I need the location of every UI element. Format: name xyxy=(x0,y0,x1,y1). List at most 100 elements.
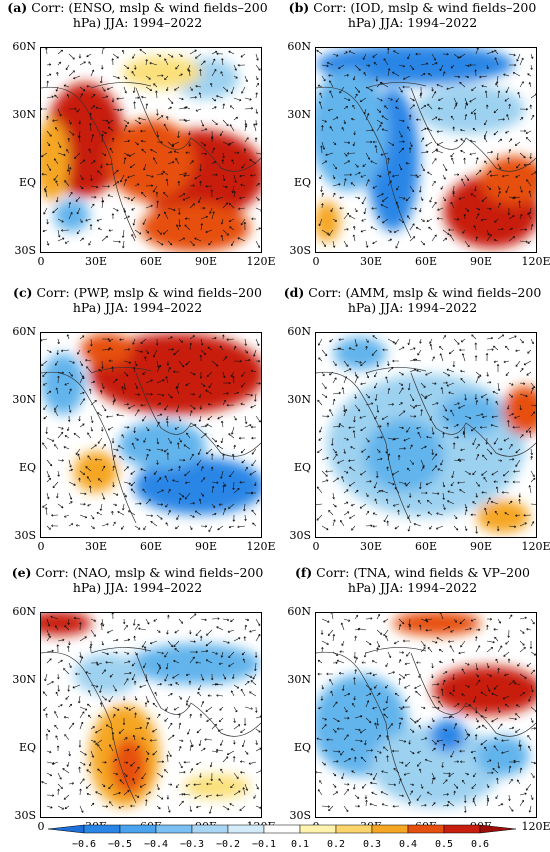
wind-arrow xyxy=(73,432,81,439)
wind-arrow xyxy=(353,130,356,136)
wind-arrow xyxy=(448,640,455,643)
wind-arrow xyxy=(127,174,136,179)
wind-arrow xyxy=(452,126,456,132)
wind-arrow xyxy=(233,345,237,351)
wind-arrow xyxy=(177,442,180,450)
wind-arrow xyxy=(484,160,488,165)
wind-arrow xyxy=(419,481,422,490)
wind-arrow xyxy=(134,502,142,505)
wind-arrow xyxy=(515,448,521,454)
wind-arrow xyxy=(420,706,426,710)
wind-arrow xyxy=(472,127,477,132)
wind-arrow xyxy=(497,761,501,769)
wind-arrow xyxy=(361,661,367,664)
wind-arrow xyxy=(250,174,257,177)
wind-arrow xyxy=(57,426,64,430)
wind-arrow xyxy=(354,196,361,200)
wind-arrow xyxy=(470,193,477,198)
wind-arrow xyxy=(222,174,226,181)
wind-arrow xyxy=(383,58,389,66)
wind-arrow xyxy=(393,229,400,233)
wind-arrow xyxy=(119,455,125,461)
wind-arrow xyxy=(491,415,499,419)
wind-arrow xyxy=(164,75,169,81)
wind-arrow xyxy=(167,207,176,212)
wind-arrow xyxy=(381,770,389,774)
wind-arrow xyxy=(216,694,224,697)
wind-arrow xyxy=(53,174,59,181)
wind-arrow xyxy=(219,130,224,136)
wind-arrow xyxy=(409,368,417,373)
wind-arrow xyxy=(174,629,180,634)
wind-arrow xyxy=(244,349,248,354)
wind-arrow xyxy=(398,382,404,386)
wind-arrow xyxy=(87,432,92,439)
wind-arrow xyxy=(332,634,336,642)
wind-arrow xyxy=(348,481,356,487)
wind-arrow xyxy=(474,69,477,77)
correlation-patch xyxy=(333,337,387,370)
wind-arrow xyxy=(178,739,184,742)
y-tick-label: 30S xyxy=(14,529,36,542)
wind-arrow xyxy=(211,512,217,516)
wind-arrow xyxy=(447,500,455,505)
wind-arrow xyxy=(231,185,235,194)
wind-arrow xyxy=(145,426,150,432)
wind-arrow xyxy=(111,213,115,220)
wind-arrow xyxy=(79,470,86,475)
y-tick-label: EQ xyxy=(18,741,36,754)
wind-arrow xyxy=(493,437,499,445)
wind-arrow xyxy=(440,688,444,697)
wind-arrow xyxy=(431,382,437,385)
wind-arrow xyxy=(493,108,499,114)
wind-arrow xyxy=(233,415,237,421)
wind-arrow xyxy=(365,128,374,132)
wind-arrow xyxy=(385,635,389,642)
wind-arrow xyxy=(380,152,389,156)
wind-arrow xyxy=(45,713,48,719)
wind-arrow xyxy=(404,662,411,666)
wind-arrow xyxy=(381,803,389,807)
wind-arrow xyxy=(494,218,499,223)
wind-arrow xyxy=(145,673,149,682)
wind-arrow xyxy=(419,338,422,344)
wind-arrow xyxy=(101,492,106,500)
wind-arrow xyxy=(111,58,114,66)
wind-arrow xyxy=(429,338,433,344)
wind-arrow xyxy=(392,71,400,77)
wind-arrow xyxy=(398,794,404,797)
wind-arrow xyxy=(420,163,425,172)
wind-arrow xyxy=(383,713,389,719)
wind-arrow xyxy=(398,402,403,406)
wind-arrow xyxy=(199,371,203,379)
wind-arrow xyxy=(352,104,356,110)
wind-arrow xyxy=(515,713,521,719)
wind-arrow xyxy=(134,96,140,100)
wind-arrow xyxy=(330,690,334,697)
wind-arrow xyxy=(530,53,534,59)
wind-arrow xyxy=(341,640,345,646)
wind-arrow xyxy=(528,190,532,198)
wind-arrow xyxy=(46,240,50,246)
wind-arrow xyxy=(525,137,532,143)
wind-arrow xyxy=(123,75,128,80)
wind-arrow xyxy=(198,393,202,399)
wind-arrow xyxy=(420,647,426,653)
wind-arrow xyxy=(220,437,224,444)
wind-arrow xyxy=(63,514,70,518)
wind-arrow xyxy=(418,673,422,678)
wind-vectors xyxy=(41,334,261,533)
wind-arrow xyxy=(398,410,406,417)
wind-arrow xyxy=(508,148,511,154)
wind-arrow xyxy=(321,229,329,235)
wind-arrow xyxy=(211,58,216,66)
wind-arrow xyxy=(79,86,86,92)
wind-arrow xyxy=(183,174,191,177)
wind-arrow xyxy=(354,489,359,494)
wind-arrow xyxy=(178,172,187,176)
wind-arrow xyxy=(387,180,392,187)
wind-arrow xyxy=(250,680,257,686)
wind-arrow xyxy=(504,97,510,102)
wind-arrow xyxy=(497,90,501,99)
wind-arrow xyxy=(164,769,169,774)
